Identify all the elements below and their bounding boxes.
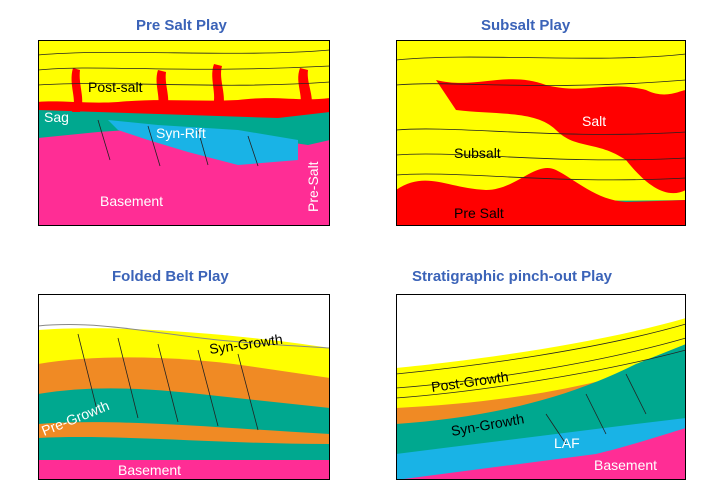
horizon-line xyxy=(38,81,330,86)
label-syn-rift: Syn-Rift xyxy=(156,125,206,141)
post-salt-layer xyxy=(38,40,330,103)
salt-diapir xyxy=(298,68,312,112)
title-pre-salt-play: Pre Salt Play xyxy=(136,17,227,34)
horizon-line xyxy=(396,337,686,389)
title-stratigraphic-pinchout-play: Stratigraphic pinch-out Play xyxy=(412,268,613,285)
label-post-salt: Post-salt xyxy=(88,79,143,95)
subsalt-cross-section: Salt Subsalt Pre Salt xyxy=(396,40,686,226)
horizon-line xyxy=(396,173,686,181)
label-subsalt: Subsalt xyxy=(454,145,501,161)
label-salt: Salt xyxy=(582,113,606,129)
thrust-faults xyxy=(77,333,259,431)
label-basement: Basement xyxy=(594,457,657,473)
horizon-line xyxy=(396,153,686,161)
salt-diapir xyxy=(156,70,169,112)
horizon-line xyxy=(38,65,330,71)
horizon-line xyxy=(396,53,686,61)
horizon-line xyxy=(396,323,686,375)
pre-salt-cross-section: Post-salt Sag Syn-Rift Basement Pre-Salt xyxy=(38,40,330,226)
folded-belt-play-panel: Syn-Growth Pre-Growth Basement xyxy=(38,294,330,480)
label-pre-salt-vertical: Pre-Salt xyxy=(305,161,321,212)
basement-layer xyxy=(396,428,686,480)
folded-belt-cross-section: Syn-Growth Pre-Growth Basement xyxy=(38,294,330,480)
basement-layer xyxy=(38,460,330,480)
horizon-line xyxy=(38,49,330,56)
fault-lines xyxy=(97,119,259,167)
label-basement: Basement xyxy=(100,193,163,209)
strat-pinchout-cross-section: Post-Growth Syn-Growth LAF Basement xyxy=(396,294,686,480)
pre-salt-play-panel: Post-salt Sag Syn-Rift Basement Pre-Salt xyxy=(38,40,330,226)
salt-diapir xyxy=(71,68,83,112)
subsalt-play-panel: Salt Subsalt Pre Salt xyxy=(396,40,686,226)
panel-border xyxy=(396,294,686,480)
horizon-line xyxy=(396,79,686,86)
horizon-line xyxy=(396,128,686,135)
label-sag: Sag xyxy=(44,109,69,125)
title-folded-belt-play: Folded Belt Play xyxy=(112,268,229,285)
label-pre-salt: Pre Salt xyxy=(454,205,504,221)
title-subsalt-play: Subsalt Play xyxy=(481,17,571,34)
panel-border xyxy=(38,294,330,480)
horizon-line xyxy=(396,349,686,399)
strat-pinchout-play-panel: Post-Growth Syn-Growth LAF Basement xyxy=(396,294,686,480)
fault-lines xyxy=(545,373,647,445)
salt-base-layer xyxy=(396,167,686,226)
label-basement: Basement xyxy=(118,462,181,478)
label-laf: LAF xyxy=(554,435,580,451)
surface-line xyxy=(38,324,330,349)
salt-diapir xyxy=(210,64,224,112)
panel-border xyxy=(38,40,330,226)
syn-rift-layer xyxy=(108,120,298,165)
salt-canopy xyxy=(436,79,686,194)
panel-border xyxy=(396,40,686,226)
